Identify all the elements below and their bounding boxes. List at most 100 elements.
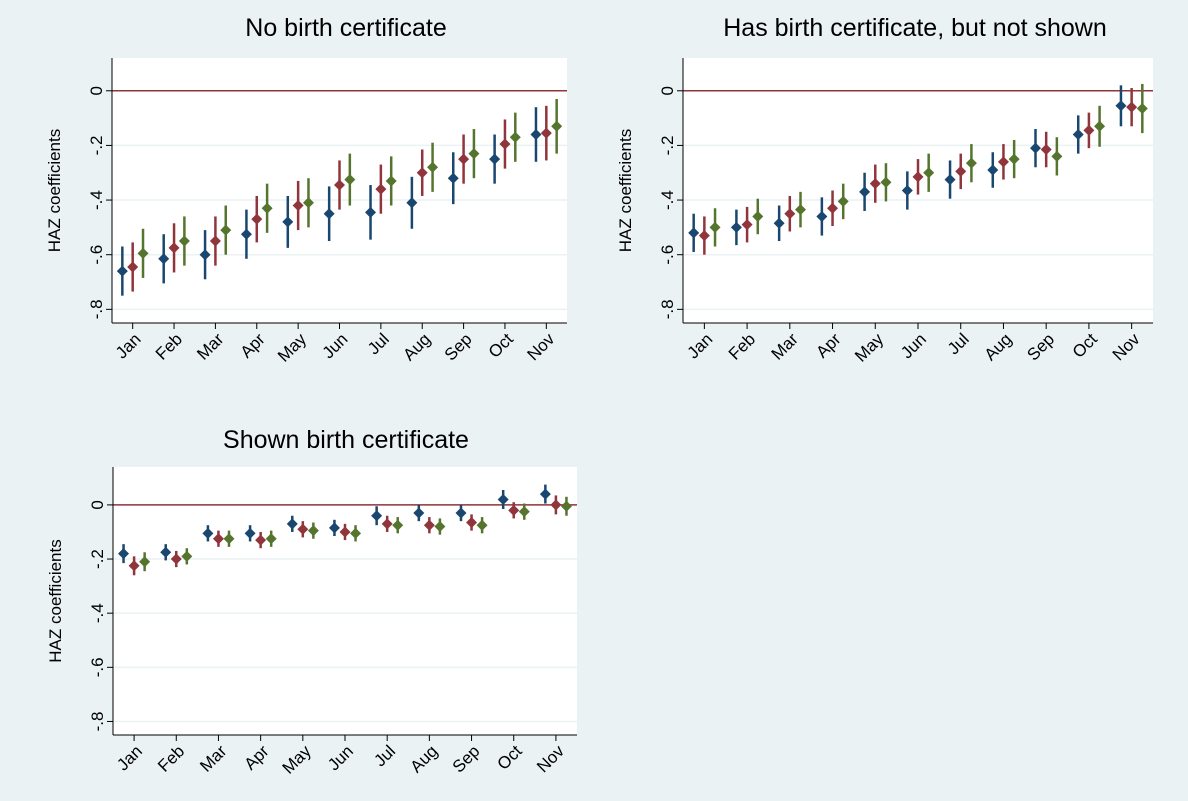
point [381,518,393,530]
point [1136,103,1148,115]
y-axis-label: HAZ coefficients [616,129,635,252]
point [912,171,924,183]
point [1030,142,1041,154]
point [518,506,530,518]
point [752,210,764,222]
point [1094,120,1106,132]
y-tick-label: -.6 [87,245,106,265]
point [158,253,170,265]
point [339,526,351,538]
point [859,186,871,198]
y-tick-label: -.6 [88,657,107,677]
point [550,499,562,511]
point [509,131,521,143]
point [202,527,214,539]
point [1072,128,1084,140]
point [455,507,467,519]
point [540,127,552,139]
point [1126,101,1138,113]
point [244,527,256,539]
y-tick-label: -.2 [658,136,677,156]
point [539,488,551,500]
point [944,174,956,186]
point [551,120,563,132]
point [698,230,710,242]
point [458,153,470,165]
point [328,522,340,534]
y-tick-label: -.4 [658,190,677,210]
point [118,548,130,560]
point [1051,150,1063,162]
point [965,157,977,169]
y-tick-label: -.8 [658,299,677,319]
point [375,183,387,195]
point [365,206,377,218]
point [1115,100,1127,112]
y-tick-label: 0 [87,86,106,95]
point [160,546,172,558]
point [392,519,404,531]
point [476,519,488,531]
point [901,185,913,196]
point [350,527,362,539]
point [816,210,828,222]
point [416,167,428,179]
point [741,219,753,231]
point [508,504,520,516]
point [466,516,478,528]
y-tick-label: -.8 [87,299,106,319]
point [137,247,149,259]
point [423,519,435,531]
point [827,202,839,214]
point [468,148,480,160]
point [784,208,796,220]
y-tick-label: -.8 [88,712,107,732]
point [168,242,180,254]
point [297,523,309,535]
point [344,174,356,186]
point [413,507,425,519]
point [212,533,224,545]
point [323,208,335,220]
plot-area [113,467,577,735]
point [955,165,967,177]
point [255,534,267,546]
point [773,217,785,229]
chart-title: Has birth certificate, but not shown [723,14,1107,42]
y-tick-label: -.6 [658,245,677,265]
point [447,172,459,184]
y-tick-label: 0 [658,86,677,95]
point [116,265,128,277]
chart-title: No birth certificate [245,14,446,42]
point [170,553,182,565]
point [560,500,572,512]
point [795,204,806,216]
point [385,175,397,187]
point [251,213,263,225]
point [427,161,439,173]
point [499,138,511,150]
point [997,156,1009,168]
point [292,200,304,212]
point [1083,124,1095,136]
point [1040,144,1052,156]
point [1008,153,1020,165]
y-axis-label: HAZ coefficients [46,539,65,662]
point [223,533,235,545]
point [434,521,446,533]
y-tick-label: -.4 [87,190,106,210]
point [178,235,190,247]
point [837,195,849,207]
point [199,249,211,261]
y-tick-label: 0 [88,500,107,509]
point [497,493,509,505]
point [880,176,892,188]
point [220,224,232,236]
point [240,228,252,240]
y-tick-label: -.2 [87,136,106,156]
point [302,197,314,209]
y-tick-label: -.4 [88,603,107,623]
point [286,518,298,530]
point [406,197,418,209]
